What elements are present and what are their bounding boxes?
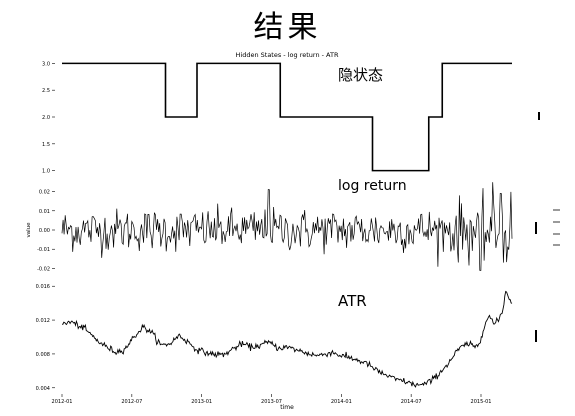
panel-hidden-states: 3.0 2.5 2.0 1.5 1.0 隐状态 [42, 61, 512, 175]
y-tick-label: 2.5 [42, 88, 50, 94]
x-tick-label: 2015-01 [471, 399, 492, 405]
slide-title: 结果 [253, 10, 322, 45]
chart-title: Hidden States - log return - ATR [236, 51, 339, 59]
legend-mark-return [535, 222, 537, 234]
panel-annotation: log return [338, 178, 407, 194]
legend-mark-states [538, 112, 540, 120]
y-tick-label: 1.5 [42, 142, 50, 148]
legend-mark-atr [535, 330, 537, 342]
x-tick-label: 2012-01 [52, 399, 73, 405]
x-axis: 2012-01 2012-07 2013-01 2013-07 2014-01 2014-… [52, 394, 492, 405]
hidden-state-line [62, 62, 512, 172]
y-tick-label: 0.00 [39, 228, 50, 234]
y-tick-label: 2.0 [42, 115, 50, 121]
x-axis-label: time [280, 404, 294, 411]
atr-line [61, 290, 513, 388]
x-tick-label: 2013-01 [191, 399, 212, 405]
panel-annotation: ATR [338, 292, 367, 310]
y-axis-label: value [26, 222, 32, 238]
panel-annotation: 隐状态 [338, 66, 383, 84]
x-tick-label: 2013-07 [261, 399, 282, 405]
panel-log-return: 0.02 0.01 0.00 -0.01 -0.02 value log return [26, 178, 513, 272]
y-tick-label: 0.01 [39, 209, 50, 215]
y-tick-label: 0.016 [36, 284, 50, 290]
y-tick-label: -0.01 [37, 247, 50, 253]
y-tick-label: 0.02 [39, 190, 50, 196]
panel-atr: 0.016 0.012 0.008 0.004 ATR [36, 284, 513, 392]
y-tick-label: 0.012 [36, 318, 50, 324]
x-tick-label: 2012-07 [121, 399, 142, 405]
x-tick-label: 2014-01 [331, 399, 352, 405]
log-return-line [61, 182, 513, 271]
y-tick-label: 3.0 [42, 61, 50, 67]
y-tick-label: 0.004 [36, 386, 50, 392]
y-tick-label: 0.008 [36, 352, 50, 358]
y-tick-label: -0.02 [37, 266, 50, 272]
chart-panels: 3.0 2.5 2.0 1.5 1.0 隐状态 0.02 0.01 0.00 -0.01 -0.02… [26, 61, 513, 392]
y-tick-label: 1.0 [42, 169, 50, 175]
side-legend [535, 112, 560, 342]
x-tick-label: 2014-07 [401, 399, 422, 405]
